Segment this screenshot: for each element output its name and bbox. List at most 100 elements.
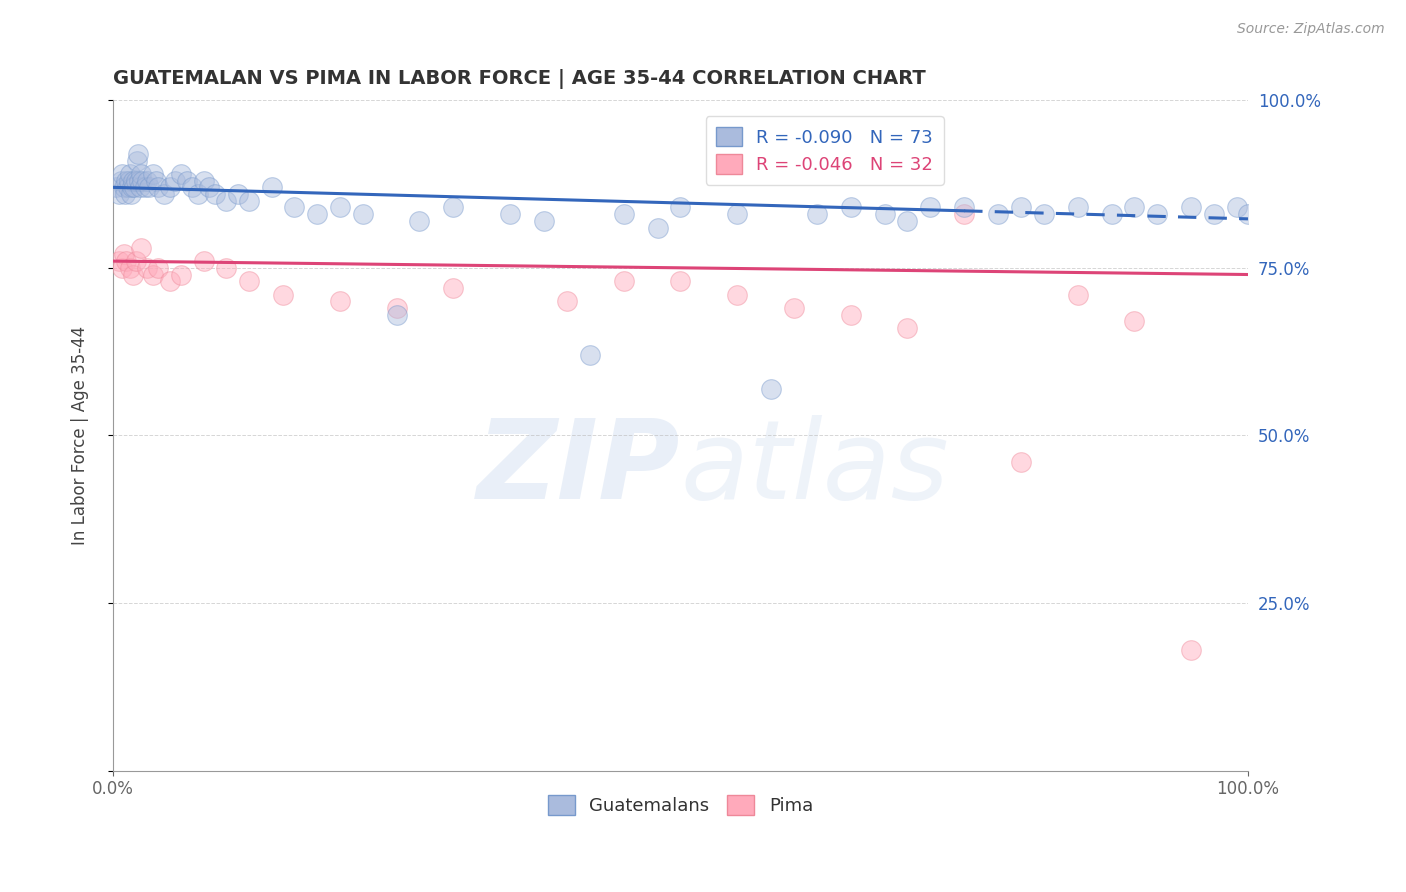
Point	[204, 187, 226, 202]
Point	[193, 254, 215, 268]
Point	[134, 180, 156, 194]
Point	[105, 180, 128, 194]
Point	[761, 382, 783, 396]
Point	[1146, 207, 1168, 221]
Point	[1123, 314, 1146, 328]
Point	[1101, 207, 1123, 221]
Point	[555, 294, 578, 309]
Point	[112, 247, 135, 261]
Point	[669, 201, 692, 215]
Point	[124, 180, 146, 194]
Point	[329, 201, 352, 215]
Point	[1180, 201, 1202, 215]
Point	[165, 174, 187, 188]
Point	[176, 174, 198, 188]
Text: GUATEMALAN VS PIMA IN LABOR FORCE | AGE 35-44 CORRELATION CHART: GUATEMALAN VS PIMA IN LABOR FORCE | AGE …	[112, 69, 925, 88]
Point	[159, 274, 181, 288]
Point	[142, 268, 165, 282]
Point	[1010, 455, 1032, 469]
Point	[238, 274, 260, 288]
Point	[839, 201, 862, 215]
Point	[238, 194, 260, 208]
Point	[117, 180, 139, 194]
Point	[226, 187, 249, 202]
Point	[107, 187, 129, 202]
Point	[148, 260, 170, 275]
Point	[129, 241, 152, 255]
Point	[114, 187, 136, 202]
Point	[578, 348, 600, 362]
Point	[118, 174, 141, 188]
Point	[1010, 201, 1032, 215]
Point	[187, 187, 209, 202]
Point	[260, 180, 283, 194]
Point	[329, 294, 352, 309]
Point	[215, 194, 238, 208]
Point	[385, 308, 408, 322]
Y-axis label: In Labor Force | Age 35-44: In Labor Force | Age 35-44	[72, 326, 89, 545]
Point	[533, 214, 555, 228]
Point	[725, 287, 748, 301]
Point	[142, 167, 165, 181]
Point	[120, 187, 142, 202]
Point	[112, 180, 135, 194]
Point	[953, 207, 976, 221]
Point	[896, 214, 918, 228]
Point	[839, 308, 862, 322]
Point	[283, 201, 305, 215]
Point	[1202, 207, 1225, 221]
Text: ZIP: ZIP	[477, 416, 681, 523]
Point	[121, 180, 143, 194]
Point	[115, 254, 138, 268]
Text: atlas: atlas	[681, 416, 949, 523]
Point	[128, 174, 150, 188]
Point	[408, 214, 430, 228]
Point	[307, 207, 329, 221]
Point	[131, 174, 153, 188]
Point	[920, 201, 942, 215]
Point	[124, 174, 146, 188]
Point	[385, 301, 408, 315]
Point	[122, 174, 145, 188]
Point	[170, 167, 193, 181]
Point	[1067, 201, 1090, 215]
Point	[129, 167, 152, 181]
Text: Source: ZipAtlas.com: Source: ZipAtlas.com	[1237, 22, 1385, 37]
Point	[215, 260, 238, 275]
Point	[118, 167, 141, 181]
Point	[441, 201, 464, 215]
Point	[129, 180, 152, 194]
Point	[806, 207, 828, 221]
Point	[441, 281, 464, 295]
Point	[181, 180, 204, 194]
Point	[725, 207, 748, 221]
Point	[111, 260, 134, 275]
Point	[153, 187, 176, 202]
Point	[669, 274, 692, 288]
Point	[135, 260, 157, 275]
Point	[613, 207, 636, 221]
Point	[271, 287, 294, 301]
Point	[127, 146, 149, 161]
Point	[125, 153, 148, 168]
Point	[170, 268, 193, 282]
Point	[1067, 287, 1090, 301]
Point	[613, 274, 636, 288]
Point	[124, 254, 146, 268]
Point	[1032, 207, 1054, 221]
Point	[953, 201, 976, 215]
Point	[159, 180, 181, 194]
Point	[193, 174, 215, 188]
Point	[1237, 207, 1260, 221]
Point	[873, 207, 896, 221]
Point	[145, 174, 167, 188]
Point	[148, 180, 170, 194]
Legend: Guatemalans, Pima: Guatemalans, Pima	[540, 788, 820, 822]
Point	[118, 260, 141, 275]
Point	[987, 207, 1010, 221]
Point	[135, 174, 157, 188]
Point	[122, 268, 145, 282]
Point	[198, 180, 221, 194]
Point	[1180, 643, 1202, 657]
Point	[111, 167, 134, 181]
